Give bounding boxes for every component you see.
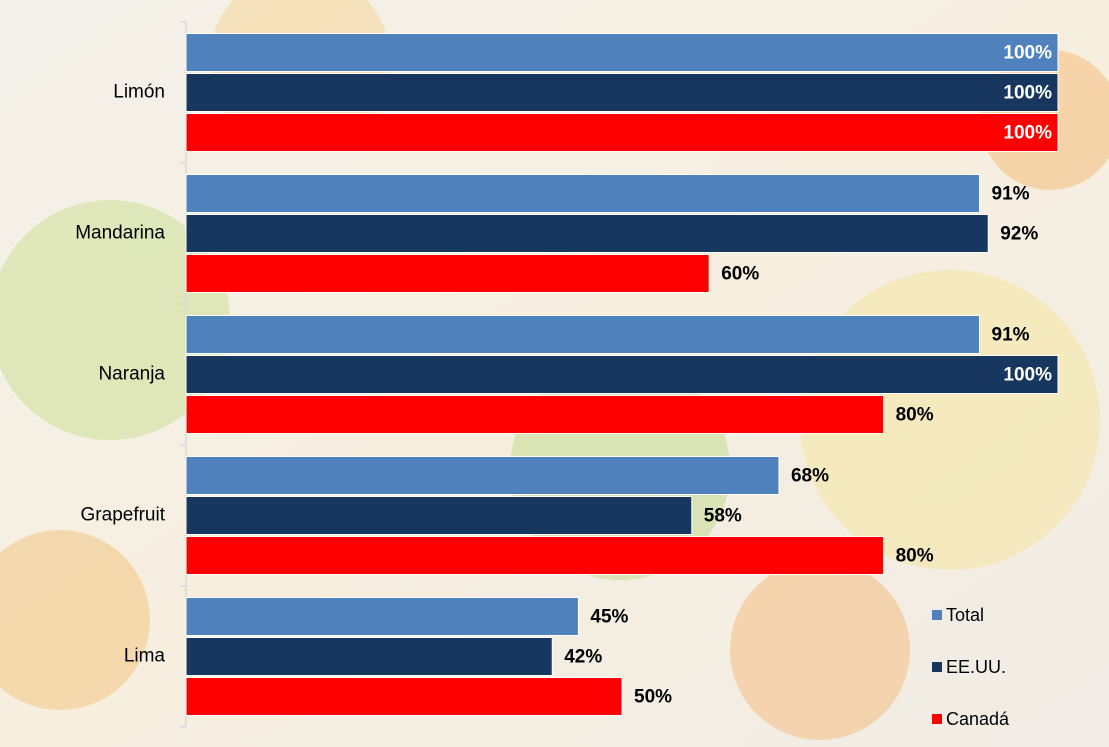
legend-swatch: [932, 662, 942, 672]
bar: [185, 677, 623, 716]
legend-label: EE.UU.: [946, 657, 1006, 677]
legend-label: Total: [946, 605, 984, 625]
bar: [185, 174, 981, 213]
value-label: 42%: [564, 647, 602, 668]
value-label: 58%: [704, 506, 742, 527]
bar: [185, 315, 981, 354]
bar: [185, 597, 579, 636]
value-label: 50%: [634, 687, 672, 708]
category-label: Limón: [113, 82, 165, 103]
value-label: 100%: [1003, 365, 1052, 386]
category-label: Grapefruit: [81, 505, 166, 526]
bar: [185, 395, 885, 434]
bar: [185, 33, 1059, 72]
category-label: Mandarina: [75, 223, 165, 244]
category-label: Lima: [124, 646, 166, 667]
bar: [185, 496, 693, 535]
category-label: Naranja: [98, 364, 165, 385]
value-label: 100%: [1003, 123, 1052, 144]
bar: [185, 456, 780, 495]
bar: [185, 536, 885, 575]
value-label: 91%: [992, 184, 1030, 205]
value-label: 60%: [721, 264, 759, 285]
value-label: 80%: [896, 546, 934, 567]
bar: [185, 355, 1059, 394]
bar: [185, 73, 1059, 112]
bar: [185, 113, 1059, 152]
value-label: 80%: [896, 405, 934, 426]
value-label: 92%: [1000, 224, 1038, 245]
legend-swatch: [932, 610, 942, 620]
legend-swatch: [932, 714, 942, 724]
value-label: 91%: [992, 325, 1030, 346]
bar: [185, 214, 989, 253]
value-label: 68%: [791, 466, 829, 487]
value-label: 100%: [1003, 43, 1052, 64]
bar: [185, 637, 553, 676]
value-label: 100%: [1003, 83, 1052, 104]
legend-label: Canadá: [946, 709, 1010, 729]
value-label: 45%: [590, 607, 628, 628]
bar: [185, 254, 710, 293]
